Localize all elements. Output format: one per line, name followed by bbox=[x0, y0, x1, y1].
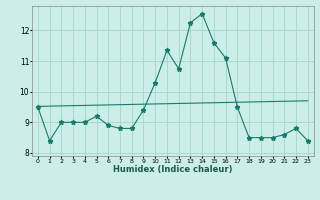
X-axis label: Humidex (Indice chaleur): Humidex (Indice chaleur) bbox=[113, 165, 233, 174]
